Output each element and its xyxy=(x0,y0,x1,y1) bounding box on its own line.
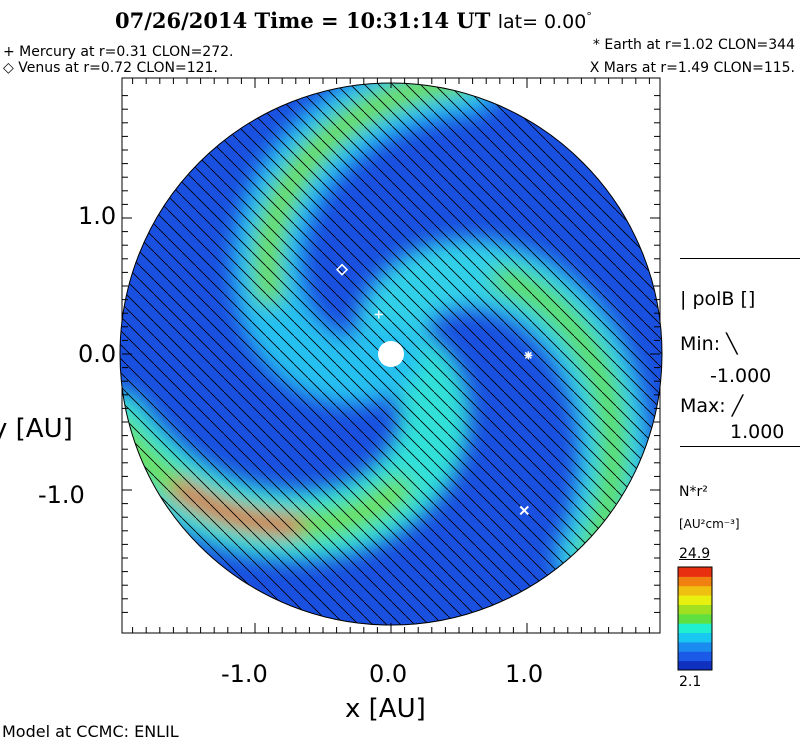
density-field xyxy=(120,83,662,625)
colorbar-units: [AU²cm⁻³] xyxy=(679,517,740,531)
title-degree: ° xyxy=(586,10,592,23)
polarity-max-label: Max: ╱ xyxy=(680,395,744,417)
mars-marker xyxy=(519,505,529,516)
footer-credit: Model at CCMC: ENLIL xyxy=(2,722,179,741)
title-time: Time = 10:31:14 UT xyxy=(254,8,491,33)
venus-label: ◇ Venus at r=0.72 CLON=121. xyxy=(3,60,218,76)
y-tick-label: 0.0 xyxy=(78,340,117,368)
colorbar-min: 2.1 xyxy=(679,674,702,690)
x-tick-label: 1.0 xyxy=(505,660,544,688)
axis-ticks xyxy=(122,78,660,633)
polarity-title: | polB [] xyxy=(680,288,756,310)
earth-marker xyxy=(524,351,533,360)
max-label: Max: xyxy=(680,395,726,417)
colorbar-segment xyxy=(678,613,712,624)
colorbar-segment xyxy=(678,576,712,587)
legend-divider xyxy=(680,258,800,259)
y-axis-label: y [AU] xyxy=(0,414,73,444)
x-tick-label: -1.0 xyxy=(221,660,268,688)
colorbar-max: 24.9 xyxy=(679,546,711,562)
min-label: Min: xyxy=(680,333,721,355)
title-lat: lat= 0.00 xyxy=(497,11,587,33)
plot-title: 07/26/2014 Time = 10:31:14 UT lat= 0.00° xyxy=(115,8,592,33)
colorbar-segment xyxy=(678,623,712,634)
x-tick-label: 0.0 xyxy=(369,660,408,688)
mercury-label: + Mercury at r=0.31 CLON=272. xyxy=(3,44,234,60)
colorbar xyxy=(677,566,713,671)
y-tick-label: -1.0 xyxy=(38,481,85,509)
polarity-min-value: -1.000 xyxy=(710,365,772,387)
colorbar-segment xyxy=(678,604,712,615)
y-tick-label: 1.0 xyxy=(78,202,117,230)
venus-marker xyxy=(335,263,349,276)
polarity-min-label: Min: ╲ xyxy=(680,333,738,355)
colorbar-segment xyxy=(678,641,712,652)
polarity-variable: polB [] xyxy=(692,288,756,310)
title-date: 07/26/2014 xyxy=(115,8,248,33)
polarity-max-value: 1.000 xyxy=(730,421,785,443)
colorbar-segment xyxy=(678,660,712,671)
colorbar-border xyxy=(677,566,713,671)
earth-label: * Earth at r=1.02 CLON=344 xyxy=(592,37,795,53)
mercury-marker xyxy=(374,310,383,319)
mars-label: X Mars at r=1.49 CLON=115. xyxy=(589,60,795,76)
colorbar-segment xyxy=(678,632,712,643)
x-axis-label: x [AU] xyxy=(345,694,426,724)
colorbar-segment xyxy=(678,651,712,662)
colorbar-segment xyxy=(678,567,712,577)
sun-inner-boundary xyxy=(378,341,404,367)
colorbar-variable: N*r² xyxy=(679,484,708,500)
legend-divider xyxy=(680,446,800,447)
colorbar-segment xyxy=(678,585,712,596)
colorbar-segment xyxy=(678,595,712,605)
